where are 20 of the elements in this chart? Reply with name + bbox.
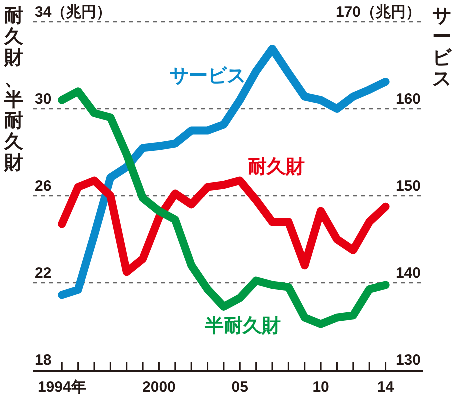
y-tick-label: 22 <box>35 265 52 282</box>
y2-axis-title: サービス <box>432 6 452 90</box>
x-tick-label: 2000 <box>142 379 176 396</box>
x-tick-label: 05 <box>232 379 248 396</box>
y-axis-title: 耐久財、半耐久財 <box>4 6 24 174</box>
y-tick-label: 26 <box>35 178 52 195</box>
x-tick-label: 14 <box>377 379 395 396</box>
y2-tick-label: 170（兆円） <box>336 4 421 21</box>
y2-tick-label: 130 <box>396 352 421 369</box>
y2-tick-label: 150 <box>396 178 421 195</box>
series-label: 耐久財 <box>248 157 305 178</box>
series-label: サービス <box>170 66 246 87</box>
x-tick-label: 1994年 <box>38 379 86 396</box>
y-tick-label: 34（兆円） <box>35 4 112 21</box>
x-tick-label: 10 <box>312 379 330 396</box>
y2-tick-label: 160 <box>396 91 421 108</box>
y-tick-label: 18 <box>35 352 52 369</box>
y-tick-label: 30 <box>35 91 52 108</box>
y2-tick-label: 140 <box>396 265 421 282</box>
series-label: 半耐久財 <box>204 315 281 337</box>
